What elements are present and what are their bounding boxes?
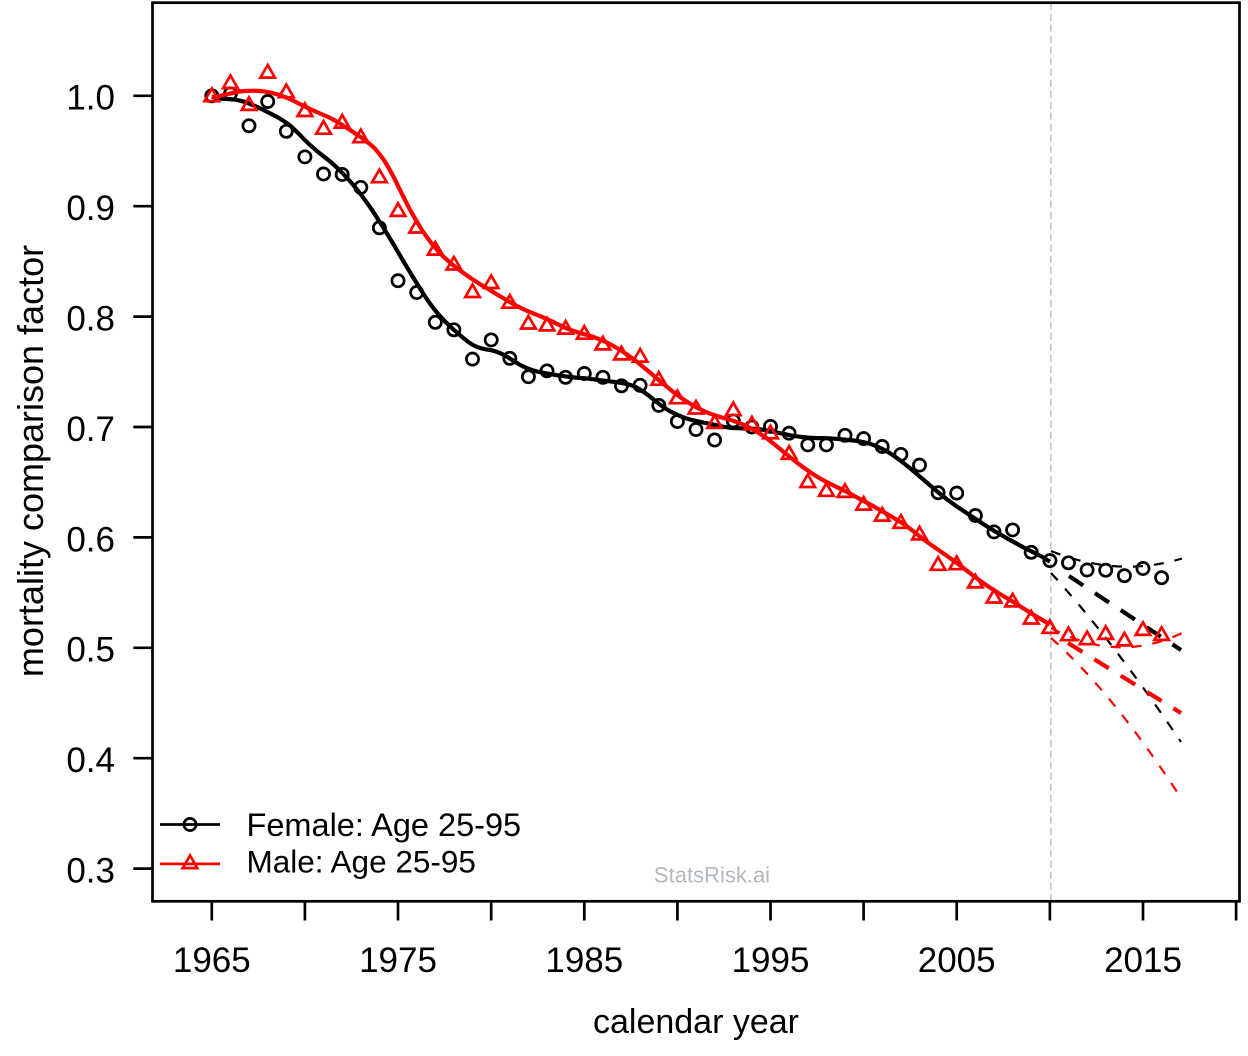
svg-text:0.9: 0.9 <box>66 189 115 228</box>
svg-text:1995: 1995 <box>732 941 810 980</box>
svg-text:1965: 1965 <box>173 941 251 980</box>
svg-text:0.3: 0.3 <box>66 852 115 891</box>
svg-text:0.5: 0.5 <box>66 631 115 670</box>
svg-text:0.7: 0.7 <box>66 410 115 449</box>
svg-text:1.0: 1.0 <box>66 79 115 118</box>
svg-text:mortality comparison factor: mortality comparison factor <box>10 245 51 677</box>
svg-text:1975: 1975 <box>359 941 437 980</box>
svg-text:calendar year: calendar year <box>593 1003 799 1041</box>
svg-text:Female: Age 25-95: Female: Age 25-95 <box>247 807 522 843</box>
svg-text:Male: Age 25-95: Male: Age 25-95 <box>247 844 476 880</box>
svg-text:0.4: 0.4 <box>66 741 115 780</box>
svg-text:0.8: 0.8 <box>66 300 115 339</box>
svg-text:0.6: 0.6 <box>66 520 115 559</box>
svg-text:2005: 2005 <box>918 941 996 980</box>
svg-text:StatsRisk.ai: StatsRisk.ai <box>654 863 770 888</box>
svg-text:1985: 1985 <box>545 941 623 980</box>
svg-text:2015: 2015 <box>1104 941 1182 980</box>
